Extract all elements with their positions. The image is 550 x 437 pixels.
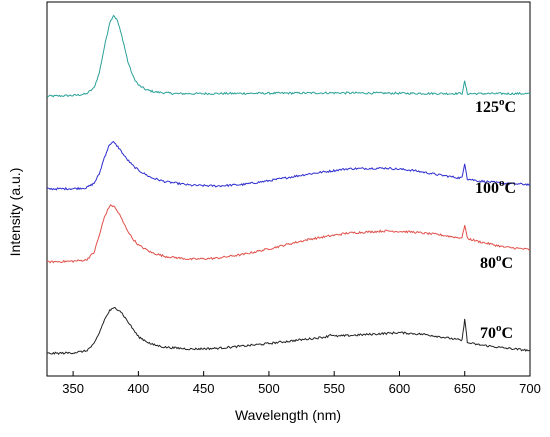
series-line <box>46 14 531 98</box>
x-tick-label: 550 <box>323 381 345 396</box>
x-axis-title: Wavelength (nm) <box>235 407 341 423</box>
series-label: 125oC <box>475 96 516 116</box>
series-line <box>47 306 531 356</box>
y-axis-title: Intensity (a.u.) <box>7 168 23 257</box>
x-tick-label: 450 <box>193 381 215 396</box>
x-tick-label: 600 <box>389 381 411 396</box>
x-tick-label: 500 <box>258 381 280 396</box>
plot-frame <box>46 1 531 377</box>
spectra-curves <box>46 14 531 356</box>
series-labels: 125oC 100oC 80oC 70oC <box>475 96 516 342</box>
x-tick-label: 350 <box>62 381 84 396</box>
x-tick-label: 400 <box>128 381 150 396</box>
x-axis-ticks: 350 400 450 500 550 600 650 700 <box>62 371 541 396</box>
series-line <box>47 204 531 264</box>
series-label: 80oC <box>480 252 513 272</box>
series-label: 100oC <box>475 177 516 197</box>
x-tick-label: 650 <box>454 381 476 396</box>
series-line <box>46 140 531 191</box>
series-label: 70oC <box>480 322 513 342</box>
x-tick-label: 700 <box>519 381 541 396</box>
